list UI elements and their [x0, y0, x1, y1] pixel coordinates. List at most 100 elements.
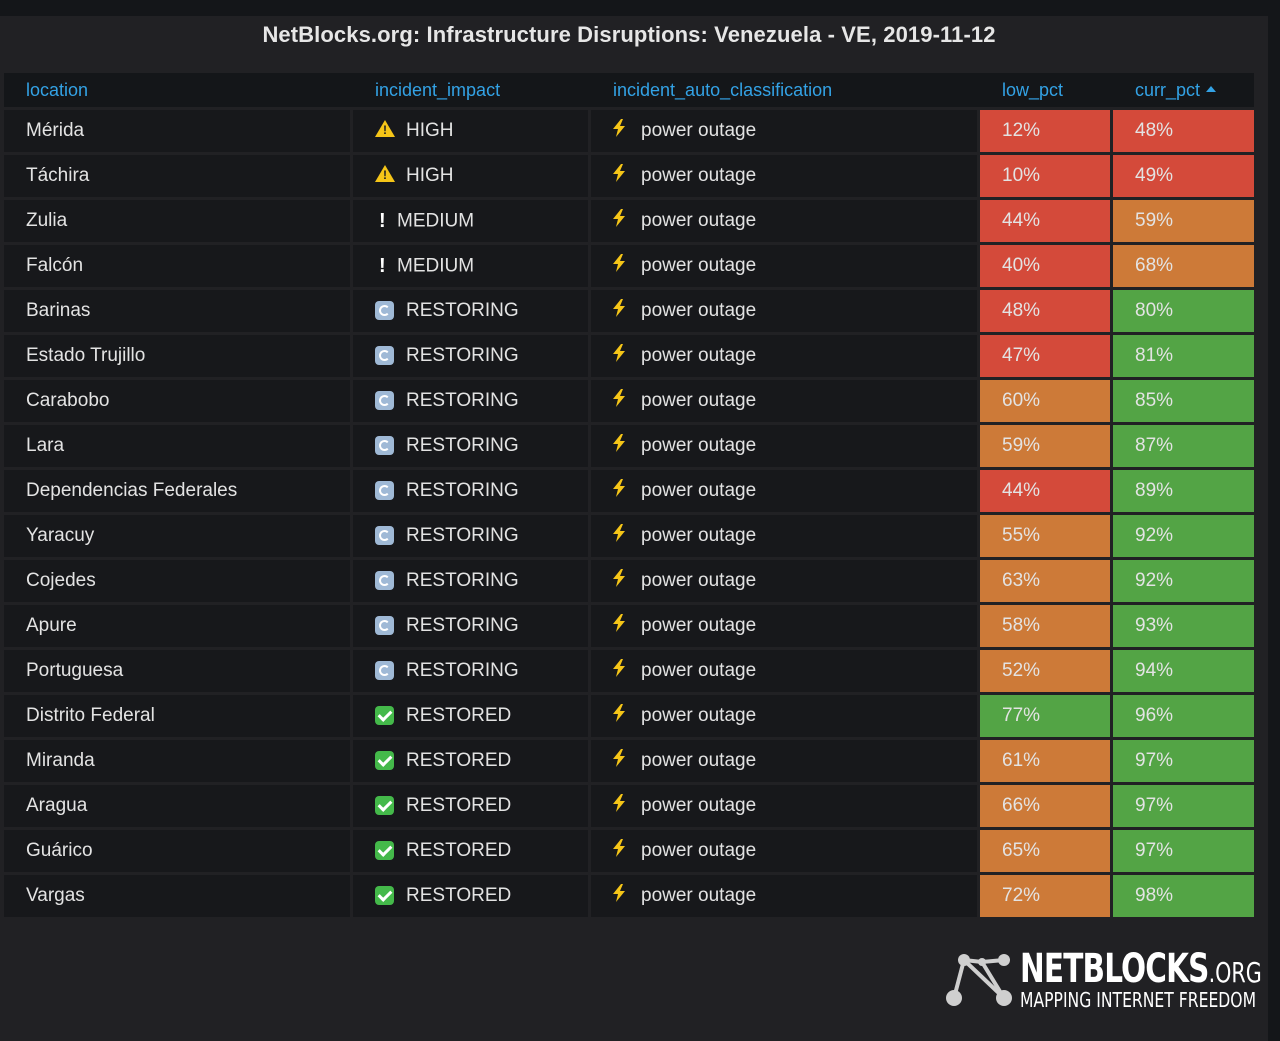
disruptions-table: location incident_impact incident_auto_c…	[4, 70, 1254, 920]
cell-low-pct: 44%	[980, 470, 1113, 512]
table-row: Apure RESTORING power outage 58% 93%	[4, 605, 1254, 647]
cell-incident-classification: power outage	[591, 515, 980, 557]
cell-low-pct: 40%	[980, 245, 1113, 287]
lightning-bolt-icon	[613, 569, 625, 593]
lightning-bolt-icon	[613, 119, 625, 143]
table-row: Dependencias Federales RESTORING power out…	[4, 470, 1254, 512]
cell-low-pct: 12%	[980, 110, 1113, 152]
impact-label: RESTORING	[406, 435, 519, 456]
cell-low-pct: 63%	[980, 560, 1113, 602]
column-header-low-pct[interactable]: low_pct	[980, 73, 1113, 107]
exclamation-icon: !	[379, 254, 386, 277]
cell-location: Carabobo	[4, 380, 353, 422]
lightning-bolt-icon	[613, 389, 625, 413]
cell-location: Mérida	[4, 110, 353, 152]
table-row: Lara RESTORING power outage 59% 87%	[4, 425, 1254, 467]
impact-label: RESTORED	[406, 750, 512, 771]
cell-curr-pct: 97%	[1113, 740, 1254, 782]
cell-incident-classification: power outage	[591, 335, 980, 377]
cell-incident-classification: power outage	[591, 425, 980, 467]
cell-incident-impact: RESTORING	[353, 470, 591, 512]
table-row: Aragua RESTORED power outage 66% 97%	[4, 785, 1254, 827]
column-header-curr-pct[interactable]: curr_pct	[1113, 73, 1254, 107]
table-row: Estado Trujillo RESTORING power outage 47% 8…	[4, 335, 1254, 377]
cell-incident-impact: RESTORING	[353, 380, 591, 422]
classification-label: power outage	[641, 300, 757, 322]
classification-label: power outage	[641, 795, 757, 817]
impact-label: RESTORED	[406, 885, 512, 906]
cell-curr-pct: 92%	[1113, 515, 1254, 557]
lightning-bolt-icon	[613, 749, 625, 773]
lightning-bolt-icon	[613, 164, 625, 188]
cell-curr-pct: 97%	[1113, 830, 1254, 872]
restoring-icon	[375, 436, 394, 456]
impact-label: RESTORED	[406, 705, 512, 726]
cell-low-pct: 48%	[980, 290, 1113, 332]
lightning-bolt-icon	[613, 794, 625, 818]
restored-check-icon	[375, 796, 394, 816]
cell-low-pct: 61%	[980, 740, 1113, 782]
netblocks-logo: NETBLOCKS.ORG MAPPING INTERNET FREEDOM	[942, 946, 1262, 1012]
logo-word: NETBLOCKS	[1020, 946, 1209, 992]
cell-curr-pct: 59%	[1113, 200, 1254, 242]
cell-incident-impact: HIGH	[353, 155, 591, 197]
cell-incident-classification: power outage	[591, 650, 980, 692]
impact-label: RESTORING	[406, 480, 519, 501]
cell-location: Miranda	[4, 740, 353, 782]
cell-curr-pct: 92%	[1113, 560, 1254, 602]
lightning-bolt-icon	[613, 434, 625, 458]
cell-incident-impact: RESTORING	[353, 650, 591, 692]
cell-incident-classification: power outage	[591, 245, 980, 287]
cell-curr-pct: 98%	[1113, 875, 1254, 917]
network-nodes-icon	[946, 954, 1012, 1006]
column-header-location[interactable]: location	[4, 73, 353, 107]
impact-label: MEDIUM	[397, 255, 475, 277]
cell-incident-classification: power outage	[591, 695, 980, 737]
classification-label: power outage	[641, 345, 757, 367]
table-row: Falcón! MEDIUM power outage 40% 68%	[4, 245, 1254, 287]
logo-suffix: .ORG	[1208, 956, 1262, 989]
cell-incident-classification: power outage	[591, 380, 980, 422]
panel-edge	[1268, 16, 1280, 1041]
cell-curr-pct: 89%	[1113, 470, 1254, 512]
cell-location: Falcón	[4, 245, 353, 287]
restoring-icon	[375, 301, 394, 321]
classification-label: power outage	[641, 885, 757, 907]
classification-label: power outage	[641, 705, 757, 727]
table-row: Portuguesa RESTORING power outage 52% 94%	[4, 650, 1254, 692]
cell-incident-impact: ! MEDIUM	[353, 245, 591, 287]
cell-curr-pct: 93%	[1113, 605, 1254, 647]
table-row: Yaracuy RESTORING power outage 55% 92%	[4, 515, 1254, 557]
column-header-incident-auto-classification[interactable]: incident_auto_classification	[591, 73, 980, 107]
impact-label: RESTORING	[406, 525, 519, 546]
impact-label: RESTORING	[406, 615, 519, 636]
impact-label: RESTORING	[406, 345, 519, 366]
classification-label: power outage	[641, 750, 757, 772]
lightning-bolt-icon	[613, 884, 625, 908]
table-body: MéridaHIGHpower outage12%48%TáchiraHIGHp…	[4, 110, 1254, 917]
cell-incident-impact: RESTORED	[353, 785, 591, 827]
classification-label: power outage	[641, 660, 757, 682]
cell-incident-impact: RESTORING	[353, 605, 591, 647]
classification-label: power outage	[641, 480, 757, 502]
restored-check-icon	[375, 751, 394, 771]
impact-label: RESTORING	[406, 390, 519, 411]
cell-incident-classification: power outage	[591, 740, 980, 782]
cell-low-pct: 59%	[980, 425, 1113, 467]
classification-label: power outage	[641, 525, 757, 547]
cell-location: Vargas	[4, 875, 353, 917]
cell-incident-classification: power outage	[591, 470, 980, 512]
cell-incident-impact: RESTORING	[353, 560, 591, 602]
column-header-incident-impact[interactable]: incident_impact	[353, 73, 591, 107]
lightning-bolt-icon	[613, 254, 625, 278]
cell-curr-pct: 96%	[1113, 695, 1254, 737]
cell-incident-impact: RESTORED	[353, 830, 591, 872]
cell-incident-impact: ! MEDIUM	[353, 200, 591, 242]
cell-incident-impact: RESTORING	[353, 425, 591, 467]
cell-low-pct: 55%	[980, 515, 1113, 557]
cell-location: Cojedes	[4, 560, 353, 602]
restoring-icon	[375, 616, 394, 636]
cell-incident-classification: power outage	[591, 110, 980, 152]
impact-label: RESTORING	[406, 570, 519, 591]
classification-label: power outage	[641, 390, 757, 412]
